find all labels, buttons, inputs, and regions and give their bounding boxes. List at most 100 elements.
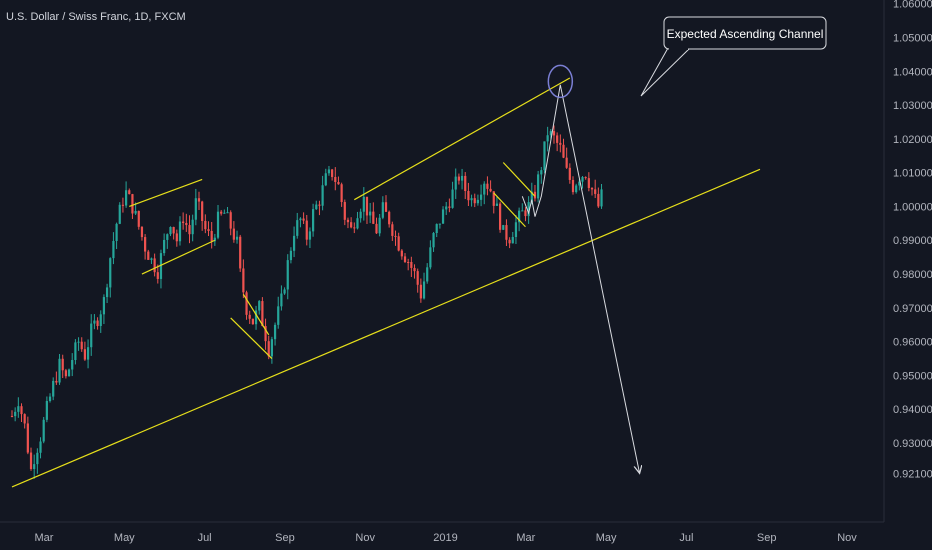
- y-tick-label-9: 0.97000: [893, 303, 932, 315]
- candle: [403, 253, 407, 264]
- candle: [375, 217, 378, 234]
- projection-path: [521, 84, 639, 474]
- candle: [302, 212, 305, 224]
- candle: [207, 221, 210, 237]
- candle: [61, 354, 64, 378]
- candle: [464, 172, 467, 200]
- x-tick-label-0: Mar: [35, 532, 54, 544]
- candle: [235, 230, 239, 244]
- x-tick-label-6: Mar: [516, 532, 535, 544]
- candle: [479, 184, 483, 207]
- candle: [334, 167, 337, 191]
- channel-line-2: [129, 178, 203, 208]
- candle: [10, 410, 14, 418]
- candle: [413, 264, 416, 279]
- candle: [182, 212, 185, 230]
- candle: [400, 249, 403, 260]
- candle: [153, 253, 156, 277]
- candle: [537, 170, 540, 203]
- candle: [511, 231, 514, 244]
- candle: [340, 182, 343, 207]
- candle: [388, 210, 391, 228]
- candle: [23, 413, 26, 429]
- candle: [289, 247, 293, 264]
- candle: [156, 264, 159, 284]
- candle: [264, 318, 267, 350]
- candle: [321, 175, 324, 211]
- candle: [587, 172, 590, 192]
- candle: [96, 317, 99, 330]
- candle: [188, 215, 191, 244]
- candle: [213, 233, 216, 246]
- candle: [144, 234, 147, 260]
- candle: [210, 221, 213, 249]
- candle: [552, 125, 556, 144]
- x-tick-label-7: May: [596, 532, 617, 544]
- candle: [36, 448, 39, 474]
- candle: [540, 166, 543, 184]
- y-tick-label-5: 1.01000: [893, 168, 932, 180]
- candle: [175, 229, 178, 247]
- candle: [578, 178, 581, 191]
- x-tick-label-5: 2019: [433, 532, 457, 544]
- y-tick-label-7: 0.99000: [893, 235, 932, 247]
- candle: [80, 337, 83, 352]
- candle: [584, 176, 587, 180]
- candle: [486, 176, 489, 196]
- candle: [356, 211, 359, 230]
- candle: [457, 173, 461, 185]
- candle: [277, 296, 280, 329]
- candle: [261, 297, 264, 327]
- y-tick-label-13: 0.93000: [893, 438, 932, 450]
- candle: [147, 249, 150, 260]
- candle: [26, 416, 29, 455]
- candle: [549, 128, 552, 139]
- candle: [52, 377, 55, 401]
- candle: [90, 314, 93, 356]
- candle: [71, 353, 74, 377]
- candle: [384, 195, 388, 212]
- candle: [505, 219, 508, 246]
- candle: [83, 341, 87, 361]
- channel-line-4: [230, 317, 273, 359]
- channel-line-0: [11, 168, 761, 488]
- candle: [454, 168, 457, 199]
- candle: [14, 407, 17, 422]
- candle: [581, 175, 584, 189]
- target-circle: [547, 64, 574, 99]
- candle: [105, 283, 109, 303]
- candle: [600, 183, 603, 209]
- channel-line-3: [141, 239, 216, 275]
- candle: [445, 202, 448, 215]
- candle: [17, 397, 20, 418]
- candle: [137, 210, 140, 230]
- callout-box: [663, 16, 827, 50]
- candle: [191, 214, 194, 242]
- candle: [498, 201, 502, 233]
- candle: [45, 396, 48, 423]
- candle: [232, 221, 235, 243]
- candle: [597, 187, 600, 208]
- candle: [514, 215, 518, 245]
- candle: [559, 134, 562, 153]
- y-tick-label-12: 0.94000: [893, 404, 932, 416]
- candle: [483, 181, 486, 205]
- candles: [10, 125, 603, 479]
- projection: [521, 64, 639, 474]
- candle: [112, 232, 115, 265]
- x-tick-label-1: May: [114, 532, 135, 544]
- candle: [432, 231, 435, 252]
- candle: [163, 233, 166, 256]
- channel-line-7: [493, 192, 526, 228]
- y-tick-label-11: 0.95000: [893, 370, 932, 382]
- channel-line-1: [354, 77, 571, 201]
- candle: [565, 147, 568, 169]
- candle: [128, 188, 131, 195]
- y-tick-label-2: 1.04000: [893, 66, 932, 78]
- candle: [571, 176, 575, 195]
- x-tick-label-3: Sep: [275, 532, 295, 544]
- y-tick-label-0: 1.06000: [893, 0, 932, 11]
- candle: [74, 339, 77, 365]
- candle: [533, 184, 537, 202]
